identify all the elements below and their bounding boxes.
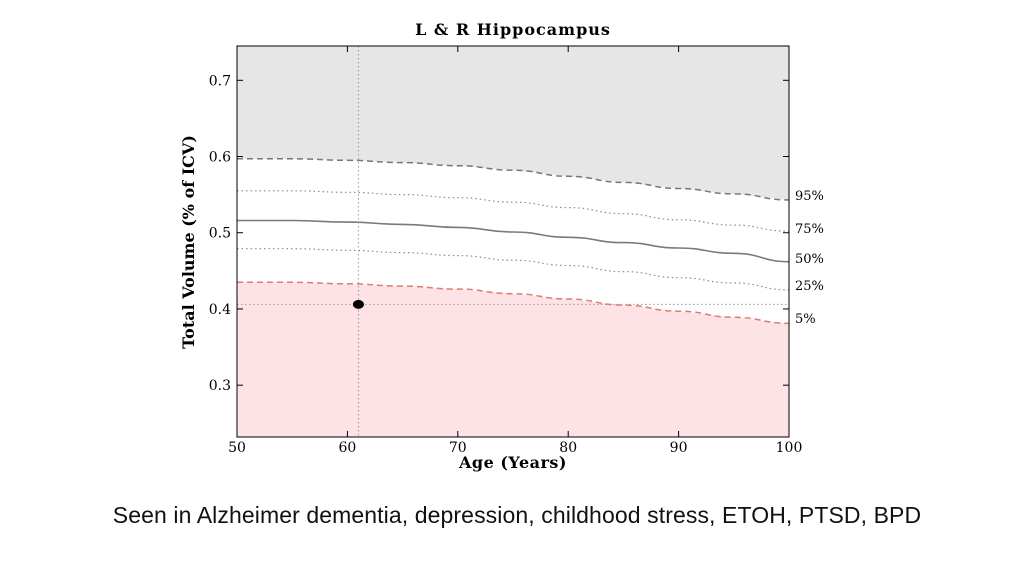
- percentile-label-75pct: 75%: [795, 222, 824, 237]
- x-tick-label-60: 60: [338, 440, 356, 456]
- percentile-line-95pct: [236, 158, 790, 201]
- x-tick-label-50: 50: [228, 440, 246, 456]
- percentile-label-95pct: 95%: [795, 189, 824, 204]
- hippocampus-chart: 50 60 70 80 90 100 0.3 0.4 0.5 0.6 0.7 95% 75% 50% 25…: [179, 20, 824, 472]
- series-labels: 95% 75% 50% 25% 5%: [795, 189, 824, 327]
- patient-point-layer: [352, 299, 364, 309]
- plot-frame: [236, 45, 790, 438]
- region-below-5th: [237, 282, 789, 437]
- axis-ticks: 50 60 70 80 90 100 0.3 0.4 0.5 0.6 0.7: [209, 46, 803, 456]
- x-tick-label-100: 100: [776, 440, 803, 456]
- region-above-95th: [237, 46, 789, 200]
- y-tick-label-0.4: 0.4: [209, 302, 231, 318]
- y-tick-label-0.6: 0.6: [209, 150, 231, 166]
- patient-crosshair: [237, 46, 789, 437]
- y-tick-label-0.5: 0.5: [209, 226, 231, 242]
- percentile-label-50pct: 50%: [795, 252, 824, 267]
- y-axis-label: Total Volume (% of ICV): [179, 135, 198, 349]
- y-tick-label-0.3: 0.3: [209, 378, 231, 394]
- percentile-label-25pct: 25%: [795, 279, 824, 294]
- percentile-label-5pct: 5%: [795, 312, 816, 327]
- chart-title: L & R Hippocampus: [415, 20, 611, 39]
- x-axis-label: Age (Years): [458, 453, 567, 472]
- percentile-line-75pct: [237, 190, 790, 232]
- x-tick-label-80: 80: [559, 440, 577, 456]
- caption: Seen in Alzheimer dementia, depression, …: [112, 502, 922, 528]
- y-tick-label-0.7: 0.7: [209, 73, 231, 89]
- x-tick-label-70: 70: [449, 440, 467, 456]
- percentile-line-5pct: [237, 281, 790, 325]
- x-tick-label-90: 90: [670, 440, 688, 456]
- percentile-lines: [236, 158, 790, 325]
- shaded-regions: [237, 46, 789, 437]
- percentile-line-50pct: [237, 219, 790, 263]
- patient-data-point: [352, 299, 364, 309]
